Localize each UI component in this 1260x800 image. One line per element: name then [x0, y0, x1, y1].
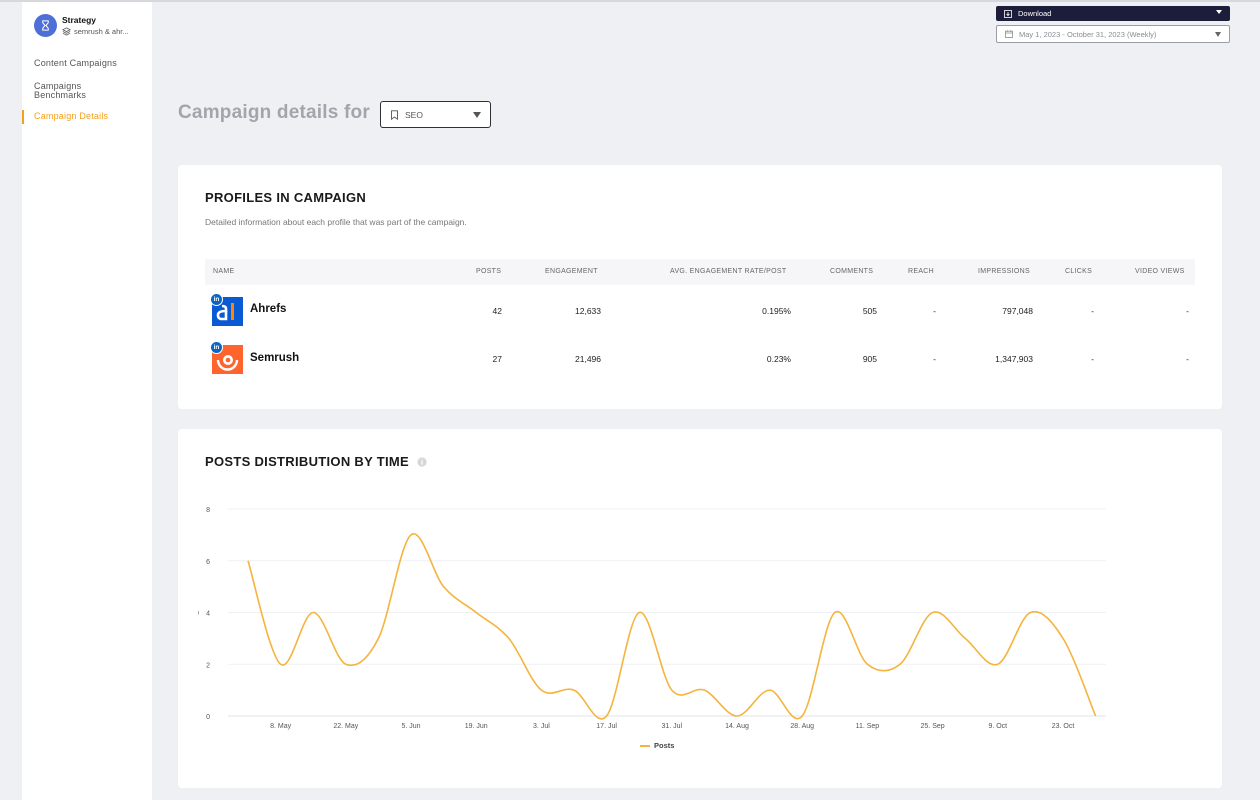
- linkedin-icon: in: [210, 341, 223, 354]
- x-tick-label: 17. Jul: [596, 723, 617, 730]
- y-tick-label: 4: [206, 611, 210, 618]
- download-button[interactable]: Download: [996, 6, 1230, 21]
- hourglass-icon: [42, 20, 49, 31]
- col-posts[interactable]: POSTS: [476, 268, 502, 275]
- col-avg-engagement-rate[interactable]: AVG. ENGAGEMENT RATE/POST: [670, 268, 787, 275]
- distribution-title: POSTS DISTRIBUTION BY TIME: [205, 454, 410, 469]
- x-tick-label: 14. Aug: [725, 723, 749, 730]
- posts-distribution-chart: 0 2 4 6 8% 8. May 22. May 5. Jun 19. Jun 3. Jul 17…: [198, 507, 1106, 730]
- y-tick-label: 6: [206, 559, 210, 566]
- distribution-card: POSTS DISTRIBUTION BY TIME 0 2 4 6 8% 8. May 2…: [178, 429, 1222, 788]
- sidebar-item-campaigns-benchmarks[interactable]: Campaigns Benchmarks: [34, 81, 87, 100]
- col-comments[interactable]: COMMENTS: [830, 268, 874, 275]
- cell-video-views: -: [1186, 306, 1189, 316]
- semrush-logo: in: [210, 341, 243, 374]
- layers-icon: [62, 26, 71, 36]
- table-row[interactable]: in Ahrefs 42 12,633 0.195% 505 - 797,048…: [205, 285, 1195, 334]
- cell-engagement: 12,633: [575, 306, 601, 316]
- bookmark-icon: [391, 109, 398, 120]
- col-engagement[interactable]: ENGAGEMENT: [545, 268, 598, 275]
- sidebar-item-content-campaigns[interactable]: Content Campaigns: [34, 58, 117, 68]
- col-name[interactable]: NAME: [213, 268, 235, 275]
- caret-down-icon: [473, 112, 481, 118]
- col-clicks[interactable]: CLICKS: [1065, 268, 1093, 275]
- workspace-switcher[interactable]: Strategy semrush & ahr...: [34, 14, 129, 37]
- profile-name[interactable]: Ahrefs: [250, 303, 287, 315]
- chart-legend[interactable]: Posts: [640, 741, 674, 750]
- top-border: [0, 0, 1260, 2]
- info-icon[interactable]: [417, 456, 427, 467]
- y-axis-label: %: [198, 610, 199, 617]
- strategy-avatar: [34, 14, 57, 37]
- cell-comments: 905: [862, 354, 877, 364]
- legend-label: Posts: [654, 741, 675, 750]
- cell-reach: -: [933, 354, 936, 364]
- semrush-mark-icon: [216, 355, 239, 371]
- cell-impressions: 797,048: [1002, 306, 1033, 316]
- cell-engagement: 21,496: [575, 354, 601, 364]
- series-line-posts: [247, 533, 1097, 720]
- workspace-title: Strategy: [62, 14, 97, 25]
- cell-comments: 505: [862, 306, 877, 316]
- cell-clicks: -: [1091, 306, 1094, 316]
- x-tick-label: 5. Jun: [401, 723, 420, 730]
- x-tick-label: 9. Oct: [988, 723, 1007, 730]
- linkedin-icon: in: [210, 293, 223, 306]
- cell-avg-rate: 0.23%: [766, 354, 791, 364]
- profiles-card: PROFILES IN CAMPAIGN Detailed informatio…: [178, 165, 1222, 409]
- x-tick-label: 8. May: [270, 723, 292, 730]
- cell-impressions: 1,347,903: [995, 354, 1033, 364]
- table-header: NAME POSTS ENGAGEMENT AVG. ENGAGEMENT RA…: [205, 259, 1195, 285]
- profiles-table: NAME POSTS ENGAGEMENT AVG. ENGAGEMENT RA…: [205, 259, 1195, 383]
- profiles-description: Detailed information about each profile …: [205, 217, 467, 227]
- table-row[interactable]: in Semrush 27 21,496 0.23% 905 - 1,347,9…: [205, 334, 1195, 383]
- x-tick-label: 31. Jul: [661, 723, 682, 730]
- download-label: Download: [1018, 9, 1052, 18]
- cell-reach: -: [933, 306, 936, 316]
- y-tick-label: 0: [206, 714, 210, 721]
- col-reach[interactable]: REACH: [908, 268, 935, 275]
- cell-clicks: -: [1091, 354, 1094, 364]
- cell-avg-rate: 0.195%: [762, 306, 791, 316]
- x-tick-label: 23. Oct: [1052, 723, 1075, 730]
- sidebar-item-campaign-details[interactable]: Campaign Details: [22, 110, 108, 124]
- date-range-select[interactable]: May 1, 2023 - October 31, 2023 (Weekly): [996, 25, 1230, 43]
- x-tick-label: 19. Jun: [465, 723, 488, 730]
- x-tick-label: 11. Sep: [856, 723, 880, 730]
- campaign-select[interactable]: SEO: [380, 101, 491, 128]
- cell-posts: 42: [492, 306, 502, 316]
- ahrefs-logo: in: [210, 293, 243, 326]
- profile-name[interactable]: Semrush: [250, 352, 300, 364]
- y-tick-label: 8: [206, 507, 210, 514]
- x-tick-label: 28. Aug: [790, 723, 814, 730]
- ahrefs-mark-icon: [216, 303, 234, 321]
- col-video-views[interactable]: VIDEO VIEWS: [1135, 268, 1185, 275]
- profiles-title: PROFILES IN CAMPAIGN: [205, 190, 367, 205]
- legend-swatch: [640, 744, 650, 747]
- campaign-select-value: SEO: [405, 109, 423, 120]
- sidebar: Strategy semrush & ahr... Content Campai…: [22, 2, 152, 800]
- workspace-subtitle: semrush & ahr...: [74, 26, 129, 36]
- x-tick-label: 3. Jul: [533, 723, 550, 730]
- cell-video-views: -: [1186, 354, 1189, 364]
- date-range-value: May 1, 2023 - October 31, 2023 (Weekly): [1019, 29, 1157, 39]
- caret-down-icon: [1216, 10, 1222, 14]
- calendar-icon: [1005, 30, 1013, 38]
- col-impressions[interactable]: IMPRESSIONS: [978, 268, 1030, 275]
- page-title: Campaign details for: [178, 102, 370, 123]
- cell-posts: 27: [492, 354, 502, 364]
- download-icon: [1004, 9, 1012, 18]
- x-tick-label: 22. May: [333, 723, 358, 730]
- x-tick-label: 25. Sep: [921, 723, 945, 730]
- y-tick-label: 2: [206, 662, 210, 669]
- caret-down-icon: [1215, 32, 1221, 37]
